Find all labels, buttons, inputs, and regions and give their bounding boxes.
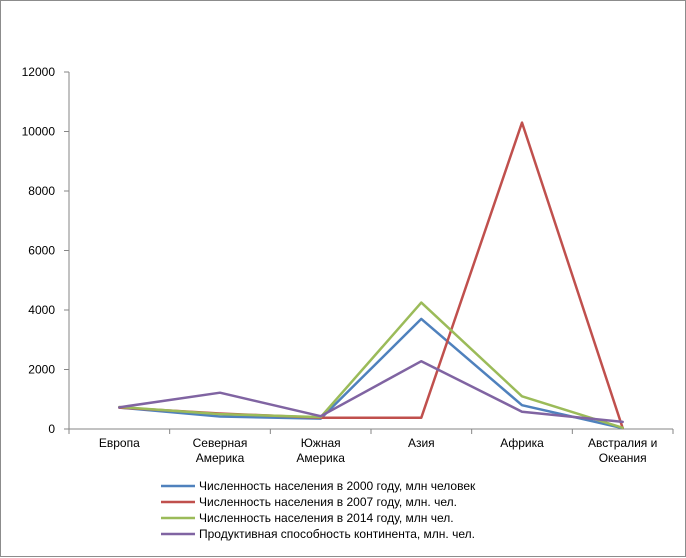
x-category-label-line: Европа	[99, 436, 140, 450]
x-category-label: Северная Америка	[193, 436, 248, 465]
y-tick-label: 10000	[22, 125, 56, 139]
series-line-1	[118, 317, 624, 430]
y-axis: 0 2000 4000 6000 8000 10000 12000	[22, 65, 70, 436]
legend-label: Численность населения в 2000 году, млн ч…	[199, 479, 476, 493]
legend-item: Численность населения в 2000 году, млн ч…	[161, 479, 476, 493]
x-category-label-line: Америка	[296, 451, 345, 465]
y-tick-label: 4000	[28, 303, 55, 317]
x-category-label: Азия	[408, 436, 435, 450]
y-tick-label: 2000	[28, 363, 55, 377]
x-category-label-line: Америка	[196, 451, 245, 465]
series-line-4	[118, 359, 624, 424]
x-category-label-line: Океания	[599, 451, 647, 465]
x-category-label-line: Африка	[500, 436, 544, 450]
x-category-label: Европа	[99, 436, 140, 450]
y-tick-label: 12000	[22, 65, 56, 79]
x-category-label-line: Австралия и	[588, 436, 657, 450]
legend-label: Продуктивная способность континента, млн…	[199, 527, 475, 541]
y-tick-label: 0	[48, 422, 55, 436]
series-line-3	[118, 301, 624, 430]
x-category-label-line: Южная	[301, 436, 341, 450]
x-category-label: Южная Америка	[296, 436, 345, 465]
plot-lines	[118, 121, 624, 430]
x-category-label-line: Северная	[193, 436, 248, 450]
legend-label: Численность населения в 2007 году, млн. …	[199, 495, 457, 509]
series-line-2	[118, 121, 624, 430]
y-tick-label: 6000	[28, 244, 55, 258]
legend: Численность населения в 2000 году, млн ч…	[161, 479, 476, 541]
x-category-label-line: Азия	[408, 436, 435, 450]
legend-item: Численность населения в 2007 году, млн. …	[161, 495, 457, 509]
legend-label: Численность населения в 2014 году, млн ч…	[199, 511, 454, 525]
legend-item: Численность населения в 2014 году, млн ч…	[161, 511, 454, 525]
y-tick-label: 8000	[28, 184, 55, 198]
legend-item: Продуктивная способность континента, млн…	[161, 527, 475, 541]
x-category-label: Африка	[500, 436, 544, 450]
x-category-label: Австралия и Океания	[588, 436, 657, 465]
